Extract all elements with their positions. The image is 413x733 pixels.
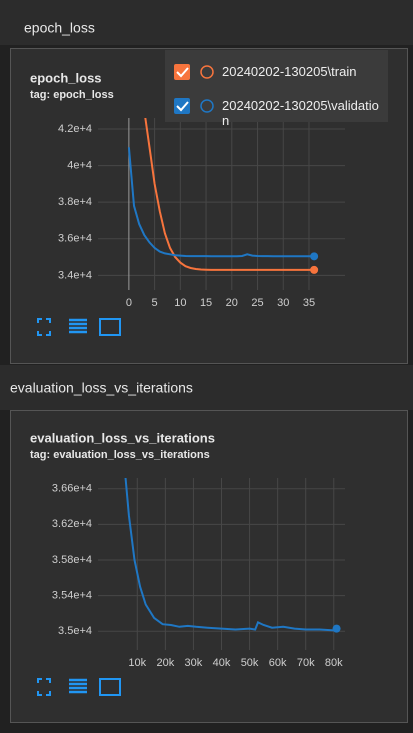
card-toolbar [37, 678, 121, 696]
x-tick-label: 80k [325, 657, 343, 669]
y-tick-label: 3.4e+4 [58, 269, 92, 281]
legend-label: 20240202-130205\validation [222, 98, 379, 128]
x-tick-label: 10k [128, 657, 146, 669]
y-tick-label: 3.5e+4 [58, 625, 92, 637]
y-tick-label: 3.54e+4 [52, 590, 92, 602]
x-tick-label: 60k [269, 657, 287, 669]
end-point [332, 624, 341, 633]
fullscreen-icon[interactable] [37, 678, 51, 696]
x-tick-label: 10 [174, 297, 186, 309]
card-title: evaluation_loss_vs_iterations [30, 430, 215, 445]
data-table-icon[interactable] [69, 318, 87, 334]
legend-label: 20240202-130205\train [222, 64, 357, 79]
x-tick-label: 5 [152, 297, 158, 309]
fit-domain-icon[interactable] [99, 678, 121, 696]
legend-label-box: 20240202-130205\train [222, 64, 357, 79]
x-tick-label: 70k [297, 657, 315, 669]
legend-checkbox[interactable] [174, 64, 190, 80]
y-tick-label: 3.8e+4 [58, 196, 92, 208]
y-tick-label: 3.62e+4 [52, 518, 92, 530]
series-line [144, 118, 315, 271]
check-mark [176, 67, 189, 78]
x-tick-label: 30k [185, 657, 203, 669]
x-tick-label: 35 [303, 297, 315, 309]
y-tick-label: 3.6e+4 [58, 233, 92, 245]
x-tick-label: 0 [126, 297, 132, 309]
legend-swatch [200, 65, 214, 79]
card-tag: tag: epoch_loss [30, 89, 114, 101]
section-title: evaluation_loss_vs_iterations [10, 380, 193, 396]
series-line [127, 147, 315, 258]
x-tick-label: 30 [277, 297, 289, 309]
series-line [124, 478, 338, 632]
legend-label-box: 20240202-130205\validation [222, 98, 379, 128]
card-toolbar [37, 318, 121, 336]
plots: 3.4e+4 3.6e+4 3.8e+4 4e+4 4.2e+4 0 5 10 15 20 25 30… [52, 118, 345, 669]
x-tick-label: 50k [241, 657, 259, 669]
section-header[interactable] [0, 365, 413, 410]
check-mark [176, 101, 189, 112]
card [10, 410, 408, 723]
card-tag: tag: evaluation_loss_vs_iterations [30, 449, 210, 461]
legend-swatch [200, 99, 214, 113]
x-tick-label: 25 [251, 297, 263, 309]
y-tick-label: 4.2e+4 [58, 123, 92, 135]
y-tick-label: 4e+4 [67, 159, 92, 171]
y-tick-label: 3.58e+4 [52, 554, 92, 566]
fullscreen-icon[interactable] [37, 318, 51, 336]
plot-area [127, 118, 319, 274]
end-point [310, 252, 319, 261]
section-header[interactable] [0, 0, 413, 45]
data-table-icon[interactable] [69, 678, 87, 694]
x-tick-label: 20 [226, 297, 238, 309]
section-title: epoch_loss [24, 20, 95, 36]
legend: 20240202-130205\train 20240202-130205\val… [165, 50, 388, 128]
y-tick-label: 3.66e+4 [52, 483, 92, 495]
x-tick-label: 20k [156, 657, 174, 669]
end-point [310, 265, 319, 274]
card-title: epoch_loss [30, 70, 102, 85]
x-tick-label: 40k [213, 657, 231, 669]
plot-area [124, 478, 341, 633]
fit-domain-icon[interactable] [99, 318, 121, 336]
x-tick-label: 15 [200, 297, 212, 309]
legend-checkbox[interactable] [174, 98, 190, 114]
